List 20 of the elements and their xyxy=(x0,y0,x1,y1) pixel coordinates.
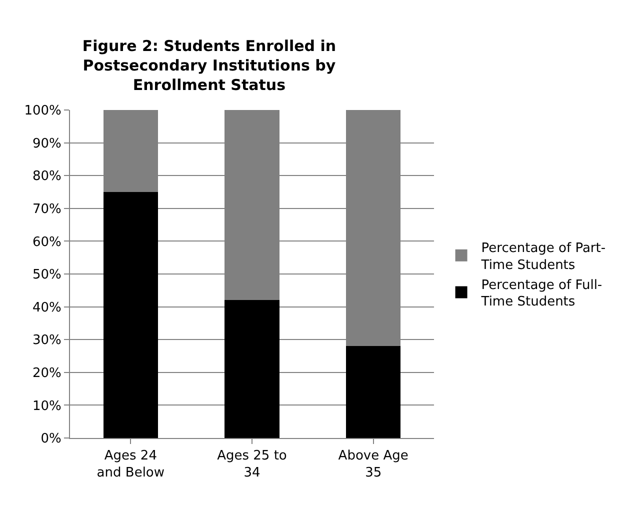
x-tick-label: Above Age 35 xyxy=(338,448,408,480)
x-tick-label: Ages 24 and Below xyxy=(96,448,165,480)
y-tick-label: 80% xyxy=(32,169,62,184)
x-tick-label: Ages 25 to 34 xyxy=(217,448,287,480)
y-tick-label: 50% xyxy=(32,268,62,283)
y-tick-label: 10% xyxy=(32,398,62,414)
y-tick-label: 90% xyxy=(32,136,62,152)
chart-title: Figure 2: Students Enrolled in Postsecondary Institutions by Enrollment Status xyxy=(82,36,336,94)
legend-label: Percentage of Full-Time Students xyxy=(480,278,602,310)
legend-label: Percentage of Part-Time Students xyxy=(480,241,606,273)
y-tick-label: 40% xyxy=(32,300,62,316)
y-tick-label: 20% xyxy=(32,366,62,381)
bar xyxy=(103,192,158,438)
y-tick-label: 70% xyxy=(32,202,62,217)
y-tick-label: 100% xyxy=(24,104,62,119)
y-tick-label: 0% xyxy=(40,432,62,447)
bar xyxy=(224,300,280,438)
y-tick-label: 30% xyxy=(32,333,62,348)
y-tick-label: 60% xyxy=(32,234,62,250)
bar xyxy=(346,346,401,438)
